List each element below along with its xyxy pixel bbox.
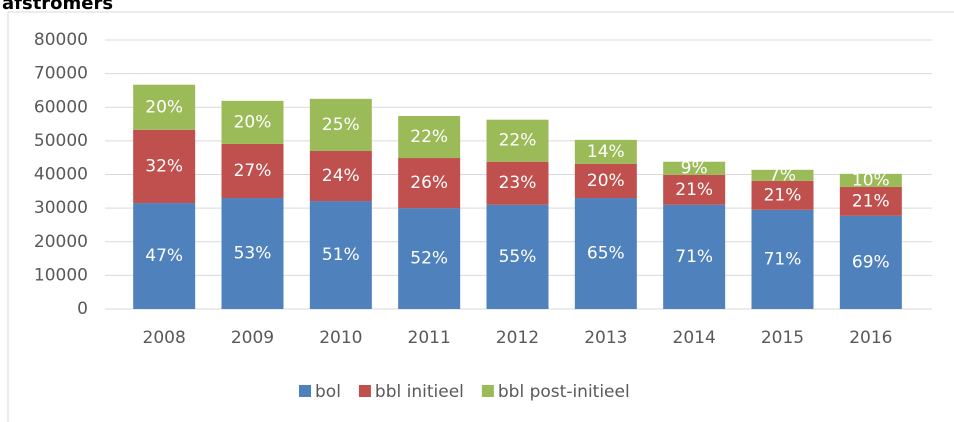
- share-label: 9%: [681, 158, 708, 178]
- y-tick-label: 30000: [34, 198, 88, 218]
- share-label: 24%: [322, 166, 360, 186]
- bar-segment: [221, 198, 284, 309]
- share-label: 26%: [410, 173, 448, 193]
- chart-title: afstromers: [2, 0, 113, 14]
- share-label: 20%: [145, 97, 183, 117]
- bar-segment: [398, 208, 461, 309]
- share-label: 65%: [587, 244, 625, 264]
- y-tick-label: 80000: [34, 30, 88, 50]
- bar-segment: [751, 180, 814, 210]
- legend-label: bbl initieel: [375, 382, 464, 402]
- share-label: 71%: [675, 247, 713, 267]
- y-tick-label: 40000: [34, 165, 88, 185]
- bar-segment: [839, 186, 902, 216]
- share-label: 51%: [322, 245, 360, 265]
- bar-segment: [221, 100, 284, 144]
- share-label: 20%: [587, 171, 625, 191]
- bar-segment: [751, 169, 814, 181]
- bar-segment: [574, 163, 637, 199]
- share-label: 21%: [764, 185, 802, 205]
- share-label: 69%: [852, 252, 890, 272]
- bar-segment: [839, 173, 902, 187]
- bar-segment: [221, 143, 284, 199]
- bar-segment: [133, 203, 196, 309]
- x-tick-label: 2015: [761, 328, 804, 348]
- bar-segment: [309, 201, 372, 309]
- legend-swatch: [299, 385, 311, 397]
- x-tick-label: 2011: [408, 328, 451, 348]
- share-label: 7%: [769, 165, 796, 185]
- legend-swatch: [358, 385, 371, 397]
- bar-segment: [663, 161, 726, 175]
- y-tick-label: 70000: [34, 64, 88, 84]
- bar-segment: [309, 150, 372, 202]
- share-label: 25%: [322, 115, 360, 135]
- y-tick-label: 50000: [34, 131, 88, 151]
- x-tick-label: 2009: [231, 328, 274, 348]
- y-tick-label: 0: [77, 299, 88, 319]
- share-label: 52%: [410, 249, 448, 269]
- bar-segment: [663, 174, 726, 205]
- x-tick-label: 2010: [319, 328, 362, 348]
- bar-segment: [486, 161, 549, 205]
- bar-segment: [574, 139, 637, 164]
- x-tick-label: 2014: [673, 328, 716, 348]
- share-label: 71%: [764, 249, 802, 269]
- y-tick-label: 20000: [34, 232, 88, 252]
- bar-segment: [486, 119, 549, 162]
- share-label: 27%: [234, 161, 272, 181]
- bar-segment: [486, 204, 549, 309]
- share-label: 14%: [587, 142, 625, 162]
- y-tick-label: 10000: [34, 265, 88, 285]
- x-tick-label: 2013: [584, 328, 627, 348]
- y-tick-label: 60000: [34, 97, 88, 117]
- share-label: 23%: [499, 173, 537, 193]
- x-tick-label: 2012: [496, 328, 539, 348]
- x-tick-label: 2008: [143, 328, 186, 348]
- bar-segment: [309, 98, 372, 151]
- share-label: 21%: [675, 180, 713, 200]
- share-label: 53%: [234, 244, 272, 264]
- bar-segment: [574, 198, 637, 309]
- legend-swatch: [481, 385, 494, 397]
- share-label: 20%: [234, 112, 272, 132]
- bar-segment: [133, 84, 196, 130]
- bar-segment: [133, 129, 196, 204]
- x-tick-label: 2016: [849, 328, 892, 348]
- share-label: 10%: [852, 170, 890, 190]
- bar-segment: [839, 215, 902, 309]
- share-label: 22%: [410, 127, 448, 147]
- share-label: 22%: [499, 131, 537, 151]
- bar-segment: [751, 209, 814, 309]
- legend-label: bbl post-initieel: [498, 382, 630, 402]
- bar-segment: [663, 204, 726, 309]
- share-label: 21%: [852, 191, 890, 211]
- bar-segment: [398, 115, 461, 159]
- bar-segment: [398, 158, 461, 209]
- share-label: 55%: [499, 247, 537, 267]
- share-label: 32%: [145, 156, 183, 176]
- share-label: 47%: [145, 246, 183, 266]
- legend-label: bol: [315, 382, 341, 402]
